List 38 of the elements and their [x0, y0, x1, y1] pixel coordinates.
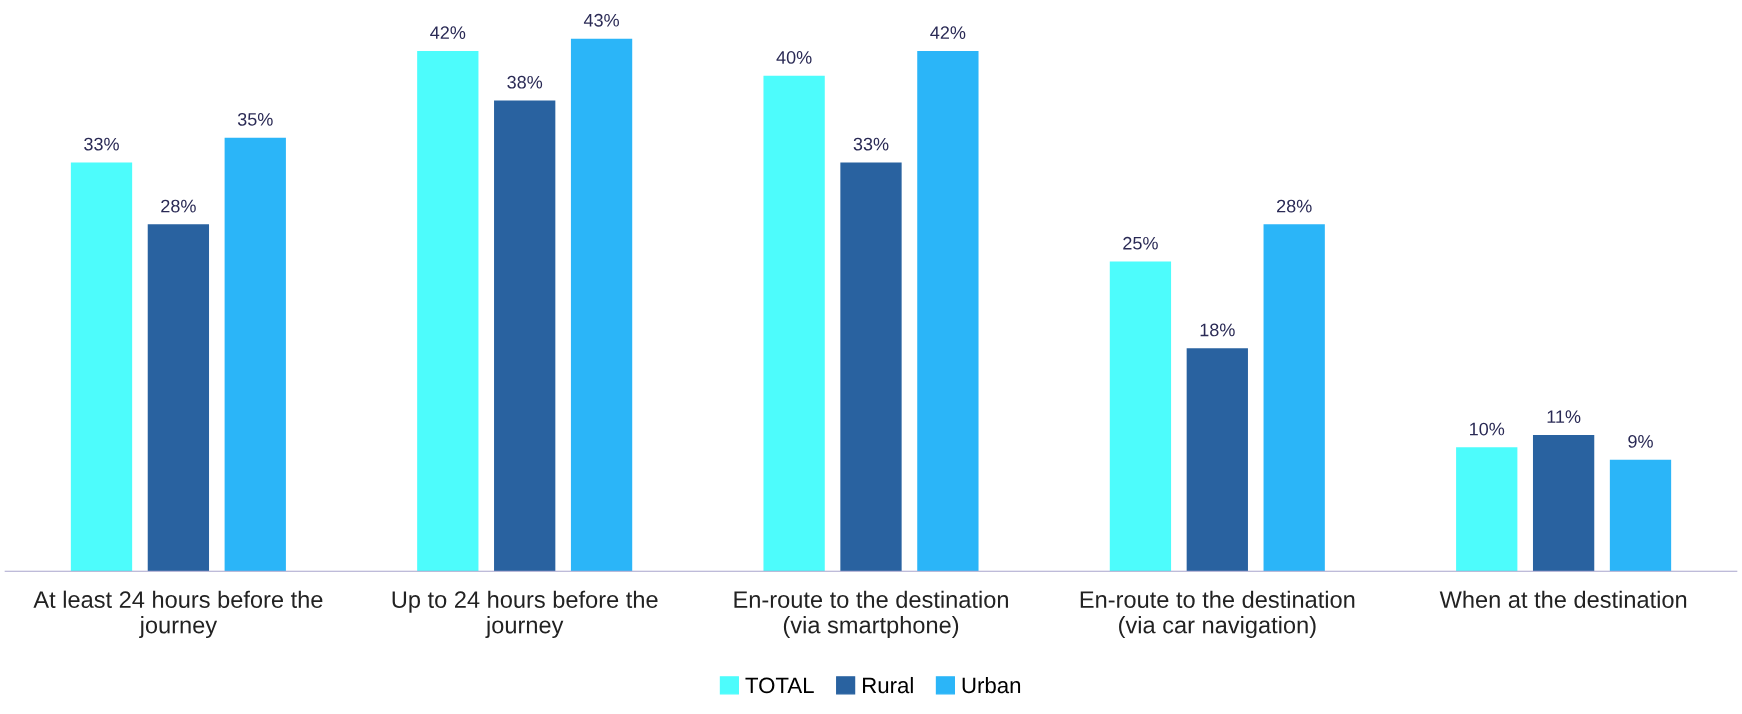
- bar: [1456, 447, 1518, 572]
- data-label: 38%: [507, 75, 543, 89]
- legend-label: TOTAL: [745, 677, 814, 694]
- bar: [1609, 459, 1672, 572]
- bar: [763, 75, 825, 572]
- data-label: 18%: [1200, 323, 1235, 337]
- data-label: 11%: [1547, 410, 1581, 423]
- bar: [417, 50, 479, 572]
- bar: [1532, 434, 1595, 572]
- bar: [494, 100, 556, 572]
- bar: [70, 162, 133, 572]
- data-label: 35%: [237, 112, 273, 126]
- x-tick-label: When at the destination: [1439, 590, 1687, 608]
- data-label: 25%: [1123, 236, 1158, 250]
- data-label: 42%: [930, 26, 966, 39]
- x-tick-label: At least 24 hours before the journey: [33, 590, 323, 639]
- x-tick-label: En-route to the destination (via smartphone): [734, 590, 1008, 639]
- bar: [1186, 348, 1248, 572]
- bar: [1263, 224, 1325, 572]
- data-label: 33%: [853, 137, 889, 151]
- x-tick-label: Up to 24 hours before the journey: [392, 590, 658, 639]
- data-label: 28%: [161, 199, 196, 213]
- legend-label: Rural: [863, 676, 913, 694]
- data-label: 40%: [776, 51, 812, 64]
- bar: [224, 137, 286, 572]
- data-label: 43%: [583, 13, 619, 27]
- bar: [917, 50, 979, 572]
- data-label: 42%: [430, 26, 466, 39]
- bar: [840, 162, 902, 572]
- data-label: 28%: [1277, 199, 1312, 213]
- bar: [1109, 261, 1172, 572]
- bar: [570, 38, 633, 572]
- data-label: 9%: [1628, 435, 1653, 448]
- data-label: 33%: [84, 137, 119, 151]
- data-label: 10%: [1470, 422, 1505, 436]
- bar: [147, 224, 210, 572]
- x-tick-label: En-route to the destination (via car navigation): [1080, 590, 1355, 639]
- legend-label: Urban: [962, 676, 1021, 694]
